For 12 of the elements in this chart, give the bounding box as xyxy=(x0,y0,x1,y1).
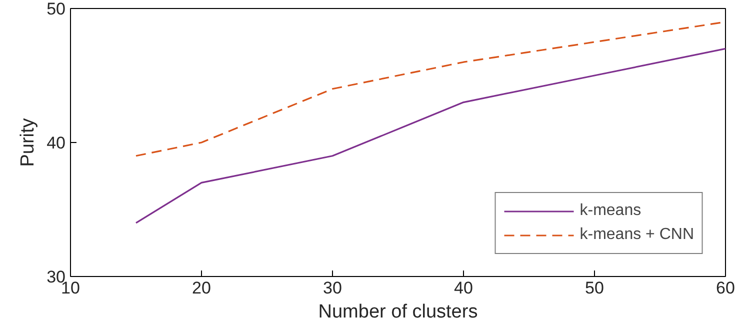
x-axis-title: Number of clusters xyxy=(318,302,478,322)
line-series xyxy=(135,48,726,224)
y-axis-title: Purity xyxy=(18,118,39,167)
legend-label: k-means + CNN xyxy=(580,226,694,244)
y-tick-label: 40 xyxy=(46,134,66,152)
x-tick-label: 40 xyxy=(454,278,473,298)
x-tick-label: 20 xyxy=(192,278,211,298)
y-tick-label: 50 xyxy=(46,0,66,18)
x-tick-label: 50 xyxy=(585,278,604,298)
x-tick-label: 30 xyxy=(323,278,342,298)
x-tick-label: 60 xyxy=(716,278,735,298)
legend-label: k-means xyxy=(580,202,642,220)
